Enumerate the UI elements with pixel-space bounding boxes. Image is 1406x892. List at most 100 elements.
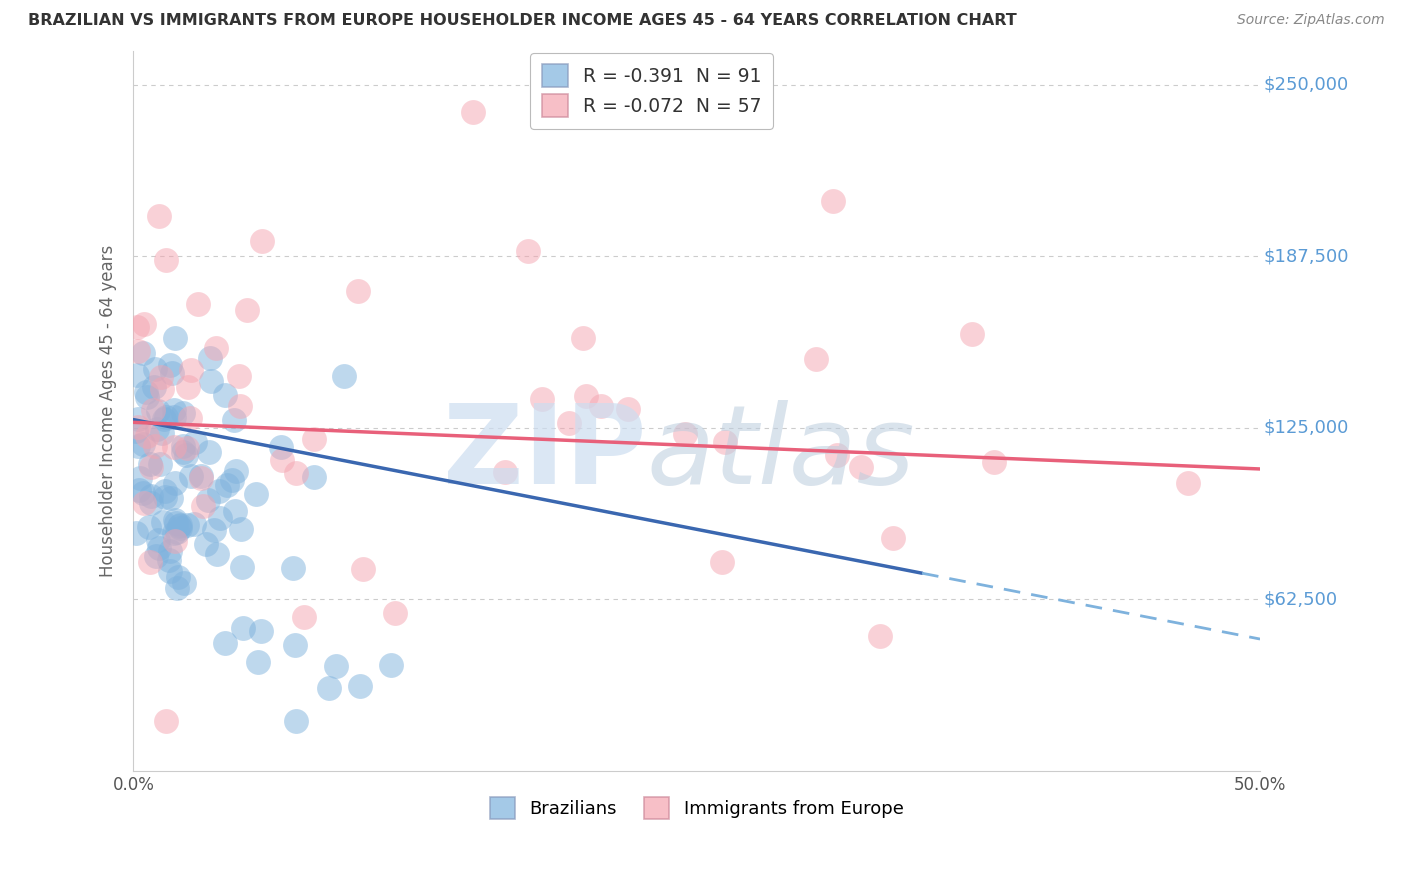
Point (148, 404, 170, 418)
Point (318, 681, 340, 695)
Point (132, 346, 155, 360)
Point (825, 449, 848, 463)
Point (160, 491, 183, 506)
Point (304, 432, 326, 446)
Text: ZIP: ZIP (443, 401, 645, 508)
Point (184, 435, 207, 450)
Point (228, 368, 250, 383)
Point (142, 403, 165, 417)
Point (352, 562, 374, 576)
Point (139, 460, 162, 475)
Point (190, 471, 212, 485)
Point (208, 483, 231, 498)
Text: $187,500: $187,500 (1264, 247, 1348, 266)
Point (823, 194, 845, 208)
Point (200, 351, 222, 366)
Point (163, 440, 186, 454)
Point (380, 658, 402, 673)
Point (169, 517, 191, 532)
Text: $125,000: $125,000 (1264, 419, 1348, 437)
Point (284, 714, 307, 729)
Point (882, 531, 904, 545)
Y-axis label: Householder Income Ages 45 - 64 years: Householder Income Ages 45 - 64 years (100, 244, 117, 577)
Point (245, 487, 267, 501)
Point (163, 331, 186, 345)
Point (558, 416, 581, 430)
Point (232, 621, 254, 635)
Point (167, 570, 190, 584)
Point (575, 389, 598, 403)
Point (304, 470, 326, 484)
Point (172, 439, 194, 453)
Point (135, 384, 157, 399)
Point (127, 411, 149, 425)
Point (197, 492, 219, 507)
Point (673, 426, 696, 441)
Point (250, 235, 273, 249)
Point (127, 420, 149, 434)
Point (167, 518, 190, 533)
Point (214, 636, 236, 650)
Point (165, 476, 187, 491)
Point (165, 533, 187, 548)
Point (172, 444, 194, 458)
Point (225, 464, 247, 478)
Point (589, 400, 612, 414)
Point (224, 413, 246, 427)
Point (159, 358, 181, 372)
Point (162, 366, 184, 380)
Point (231, 559, 253, 574)
Point (163, 410, 186, 425)
Point (530, 392, 553, 407)
Point (198, 445, 221, 459)
Point (229, 521, 252, 535)
Point (869, 629, 891, 643)
Point (143, 380, 166, 394)
Point (236, 303, 259, 318)
Point (173, 576, 195, 591)
Point (124, 425, 146, 439)
Point (132, 318, 155, 332)
Point (187, 297, 209, 311)
Point (172, 406, 194, 420)
Point (132, 436, 155, 450)
Point (176, 442, 198, 456)
Point (148, 210, 170, 224)
Point (135, 390, 157, 404)
Point (516, 244, 538, 258)
Point (221, 473, 243, 487)
Point (132, 496, 155, 510)
Point (283, 561, 305, 575)
Point (155, 253, 177, 268)
Point (461, 105, 484, 120)
Point (962, 327, 984, 342)
Point (165, 513, 187, 527)
Point (246, 655, 269, 669)
Point (285, 466, 308, 480)
Point (128, 471, 150, 485)
Point (180, 468, 202, 483)
Point (347, 284, 370, 298)
Point (127, 440, 149, 454)
Point (292, 610, 315, 624)
Point (136, 429, 159, 443)
Point (200, 374, 222, 388)
Point (148, 541, 170, 555)
Point (209, 511, 232, 525)
Point (1177, 475, 1199, 490)
Point (157, 553, 180, 567)
Point (149, 457, 172, 471)
Text: $250,000: $250,000 (1264, 76, 1348, 94)
Point (183, 517, 205, 532)
Point (153, 412, 176, 426)
Point (128, 483, 150, 498)
Point (190, 469, 212, 483)
Text: atlas: atlas (645, 401, 915, 508)
Point (169, 521, 191, 535)
Point (332, 368, 354, 383)
Point (166, 581, 188, 595)
Point (804, 351, 827, 366)
Point (202, 523, 225, 537)
Point (205, 547, 228, 561)
Point (224, 503, 246, 517)
